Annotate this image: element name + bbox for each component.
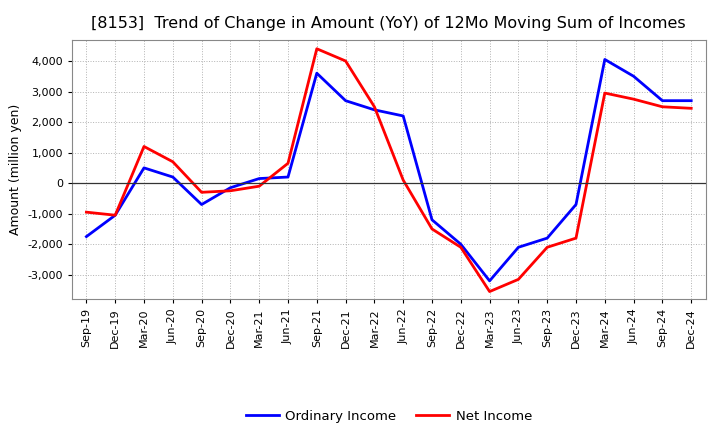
Ordinary Income bbox=[140, 165, 148, 171]
Ordinary Income bbox=[168, 174, 177, 180]
Net Income bbox=[197, 190, 206, 195]
Line: Ordinary Income: Ordinary Income bbox=[86, 59, 691, 281]
Net Income bbox=[543, 245, 552, 250]
Ordinary Income bbox=[111, 213, 120, 218]
Ordinary Income bbox=[543, 235, 552, 241]
Ordinary Income bbox=[600, 57, 609, 62]
Ordinary Income bbox=[399, 114, 408, 119]
Net Income bbox=[82, 209, 91, 215]
Ordinary Income bbox=[687, 98, 696, 103]
Ordinary Income bbox=[312, 70, 321, 76]
Ordinary Income bbox=[658, 98, 667, 103]
Net Income bbox=[658, 104, 667, 110]
Title: [8153]  Trend of Change in Amount (YoY) of 12Mo Moving Sum of Incomes: [8153] Trend of Change in Amount (YoY) o… bbox=[91, 16, 686, 32]
Net Income bbox=[284, 161, 292, 166]
Ordinary Income bbox=[428, 217, 436, 223]
Net Income bbox=[312, 46, 321, 51]
Ordinary Income bbox=[572, 202, 580, 207]
Ordinary Income bbox=[82, 234, 91, 239]
Net Income bbox=[399, 177, 408, 183]
Net Income bbox=[111, 213, 120, 218]
Net Income bbox=[255, 183, 264, 189]
Net Income bbox=[687, 106, 696, 111]
Net Income bbox=[629, 96, 638, 102]
Ordinary Income bbox=[456, 242, 465, 247]
Ordinary Income bbox=[341, 98, 350, 103]
Net Income bbox=[600, 90, 609, 95]
Ordinary Income bbox=[629, 73, 638, 79]
Net Income bbox=[341, 59, 350, 64]
Line: Net Income: Net Income bbox=[86, 49, 691, 292]
Ordinary Income bbox=[226, 185, 235, 191]
Legend: Ordinary Income, Net Income: Ordinary Income, Net Income bbox=[240, 404, 537, 428]
Ordinary Income bbox=[284, 174, 292, 180]
Net Income bbox=[168, 159, 177, 165]
Ordinary Income bbox=[370, 107, 379, 113]
Net Income bbox=[514, 277, 523, 282]
Net Income bbox=[456, 245, 465, 250]
Net Income bbox=[140, 144, 148, 149]
Y-axis label: Amount (million yen): Amount (million yen) bbox=[9, 104, 22, 235]
Ordinary Income bbox=[485, 278, 494, 283]
Net Income bbox=[226, 188, 235, 194]
Net Income bbox=[572, 235, 580, 241]
Ordinary Income bbox=[255, 176, 264, 181]
Net Income bbox=[428, 226, 436, 231]
Net Income bbox=[485, 289, 494, 294]
Ordinary Income bbox=[197, 202, 206, 207]
Ordinary Income bbox=[514, 245, 523, 250]
Net Income bbox=[370, 104, 379, 110]
